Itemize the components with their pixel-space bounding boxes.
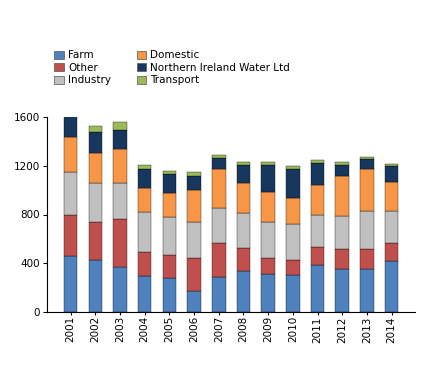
Bar [311, 247, 324, 265]
Bar [138, 188, 152, 212]
Bar [385, 167, 398, 182]
Bar [286, 198, 300, 224]
Bar [138, 212, 152, 252]
Legend: Farm, Other, Industry, Domestic, Northern Ireland Water Ltd, Transport: Farm, Other, Industry, Domestic, Norther… [52, 48, 292, 87]
Bar [163, 171, 176, 174]
Bar [237, 271, 250, 312]
Bar [262, 165, 275, 192]
Bar [311, 215, 324, 247]
Bar [212, 243, 226, 277]
Bar [311, 185, 324, 215]
Bar [64, 215, 77, 256]
Bar [113, 267, 127, 312]
Bar [360, 249, 374, 269]
Bar [163, 255, 176, 278]
Bar [286, 275, 300, 312]
Bar [187, 190, 201, 222]
Bar [187, 291, 201, 312]
Bar [336, 176, 349, 216]
Bar [311, 160, 324, 163]
Bar [138, 169, 152, 188]
Bar [187, 258, 201, 291]
Bar [89, 153, 102, 183]
Bar [336, 269, 349, 312]
Bar [385, 164, 398, 167]
Bar [64, 104, 77, 136]
Bar [163, 217, 176, 255]
Bar [336, 165, 349, 176]
Bar [113, 219, 127, 267]
Bar [262, 274, 275, 312]
Bar [212, 208, 226, 243]
Bar [385, 182, 398, 211]
Bar [311, 265, 324, 312]
Bar [212, 158, 226, 169]
Bar [64, 136, 77, 172]
Bar [163, 174, 176, 193]
Bar [89, 222, 102, 260]
Bar [187, 172, 201, 176]
Bar [163, 193, 176, 217]
Bar [360, 169, 374, 211]
Bar [113, 183, 127, 219]
Bar [385, 243, 398, 261]
Bar [237, 165, 250, 183]
Bar [89, 260, 102, 312]
Bar [64, 256, 77, 312]
Bar [89, 132, 102, 153]
Bar [237, 213, 250, 248]
Bar [64, 101, 77, 104]
Bar [286, 166, 300, 169]
Bar [113, 130, 127, 149]
Bar [360, 157, 374, 159]
Bar [113, 122, 127, 130]
Bar [237, 248, 250, 271]
Bar [89, 183, 102, 222]
Bar [212, 169, 226, 208]
Bar [138, 165, 152, 169]
Bar [64, 172, 77, 215]
Bar [262, 222, 275, 258]
Bar [286, 260, 300, 275]
Bar [360, 269, 374, 312]
Bar [89, 126, 102, 132]
Bar [138, 276, 152, 312]
Bar [212, 277, 226, 312]
Bar [212, 155, 226, 158]
Bar [360, 211, 374, 249]
Bar [262, 258, 275, 274]
Bar [262, 162, 275, 165]
Bar [237, 162, 250, 165]
Bar [113, 149, 127, 183]
Bar [336, 216, 349, 249]
Bar [262, 192, 275, 222]
Bar [360, 159, 374, 169]
Bar [286, 169, 300, 198]
Bar [385, 261, 398, 312]
Bar [237, 183, 250, 213]
Bar [286, 224, 300, 260]
Bar [336, 162, 349, 165]
Bar [311, 163, 324, 185]
Bar [336, 249, 349, 269]
Bar [187, 222, 201, 258]
Bar [385, 211, 398, 243]
Bar [163, 278, 176, 312]
Bar [138, 252, 152, 276]
Bar [187, 176, 201, 190]
